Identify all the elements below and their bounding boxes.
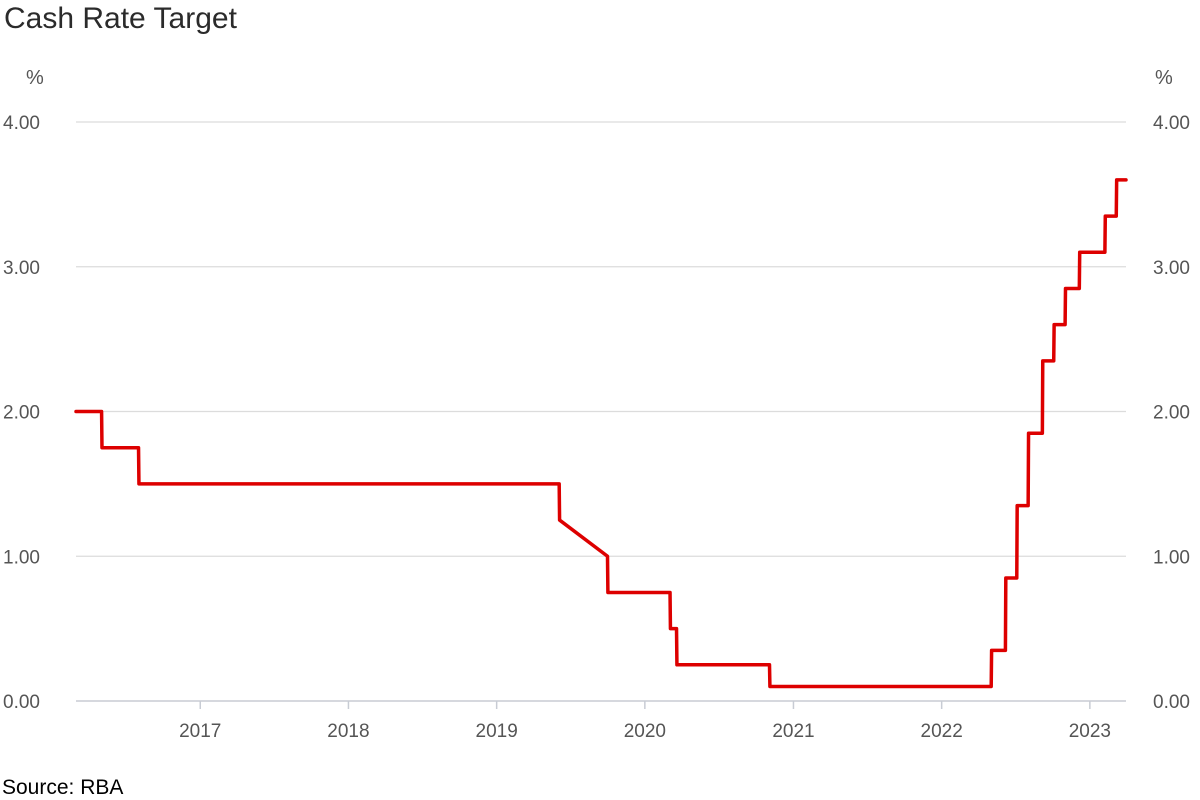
y-tick-label-left: 1.00 (3, 547, 40, 568)
x-tick-label: 2018 (327, 721, 369, 742)
y-tick-label-left: 4.00 (3, 113, 40, 134)
y-tick-label-right: 1.00 (1153, 547, 1190, 568)
y-tick-label-left: 2.00 (3, 403, 40, 424)
source-note: Source: RBA (2, 776, 124, 799)
axes (76, 700, 1126, 709)
x-tick-label: 2023 (1069, 721, 1111, 742)
y-tick-label-left: 3.00 (3, 258, 40, 279)
chart-title: Cash Rate Target (4, 2, 237, 35)
x-tick-label: 2019 (476, 721, 518, 742)
axis-labels: % % 0.00 0.00 1.00 1.00 2.00 2.00 3.00 3.00 4.00… (3, 67, 1190, 742)
y-tick-label-left: 0.00 (3, 692, 40, 713)
series-layer (74, 178, 1128, 689)
y-tick-label-right: 0.00 (1153, 692, 1190, 713)
y-tick-label-right: 3.00 (1153, 258, 1190, 279)
x-tick-label: 2020 (624, 721, 666, 742)
x-tick-label: 2021 (772, 721, 814, 742)
y-tick-label-right: 4.00 (1153, 113, 1190, 134)
x-tick-label: 2017 (179, 721, 221, 742)
y-unit-right: % (1155, 67, 1173, 89)
y-tick-label-right: 2.00 (1153, 403, 1190, 424)
y-unit-left: % (26, 67, 44, 89)
gridlines (76, 121, 1126, 557)
x-tick-label: 2022 (921, 721, 963, 742)
series-line (74, 178, 1128, 689)
